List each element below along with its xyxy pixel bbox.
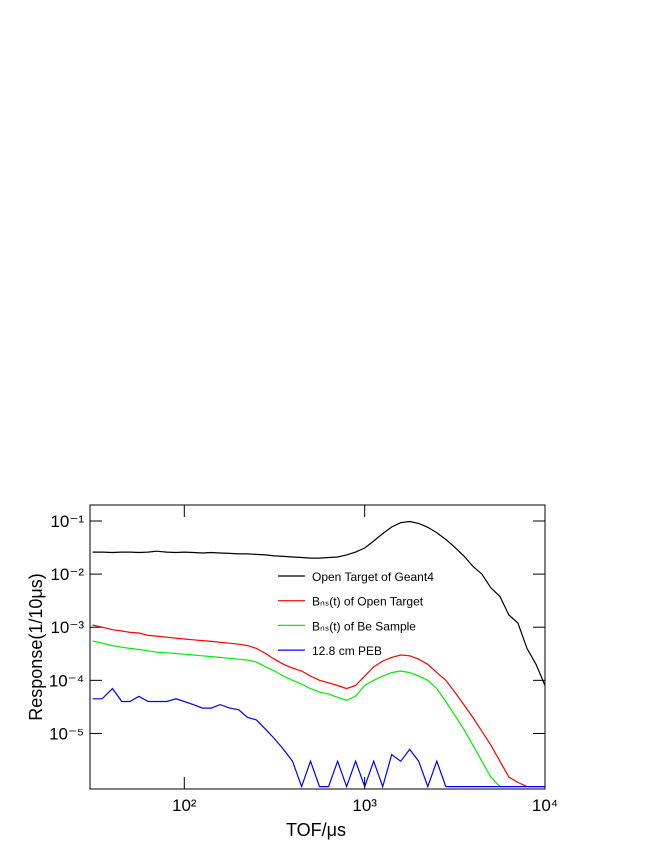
x-axis-label: TOF/μs [286,820,346,840]
legend-label: Open Target of Geant4 [312,570,434,584]
x-tick-label: 10⁴ [532,796,558,815]
legend-label: 12.8 cm PEB [312,644,382,658]
series-line [92,687,545,789]
legend-label: Bₙₛ(t) of Open Target [312,595,424,609]
y-tick-label: 10⁻² [50,565,84,584]
plot-frame [89,504,546,790]
series-line [92,640,545,788]
y-tick-label: 10⁻⁵ [49,724,84,743]
y-axis-label: Response(1/10μs) [26,573,46,720]
series-line [92,520,545,686]
y-tick-label: 10⁻¹ [50,512,84,531]
x-tick-label: 10² [172,796,197,815]
y-tick-label: 10⁻³ [50,618,84,637]
x-tick-label: 10³ [352,796,377,815]
series-line [92,624,545,788]
y-tick-label: 10⁻⁴ [49,671,84,690]
legend-label: Bₙₛ(t) of Be Sample [312,619,416,633]
